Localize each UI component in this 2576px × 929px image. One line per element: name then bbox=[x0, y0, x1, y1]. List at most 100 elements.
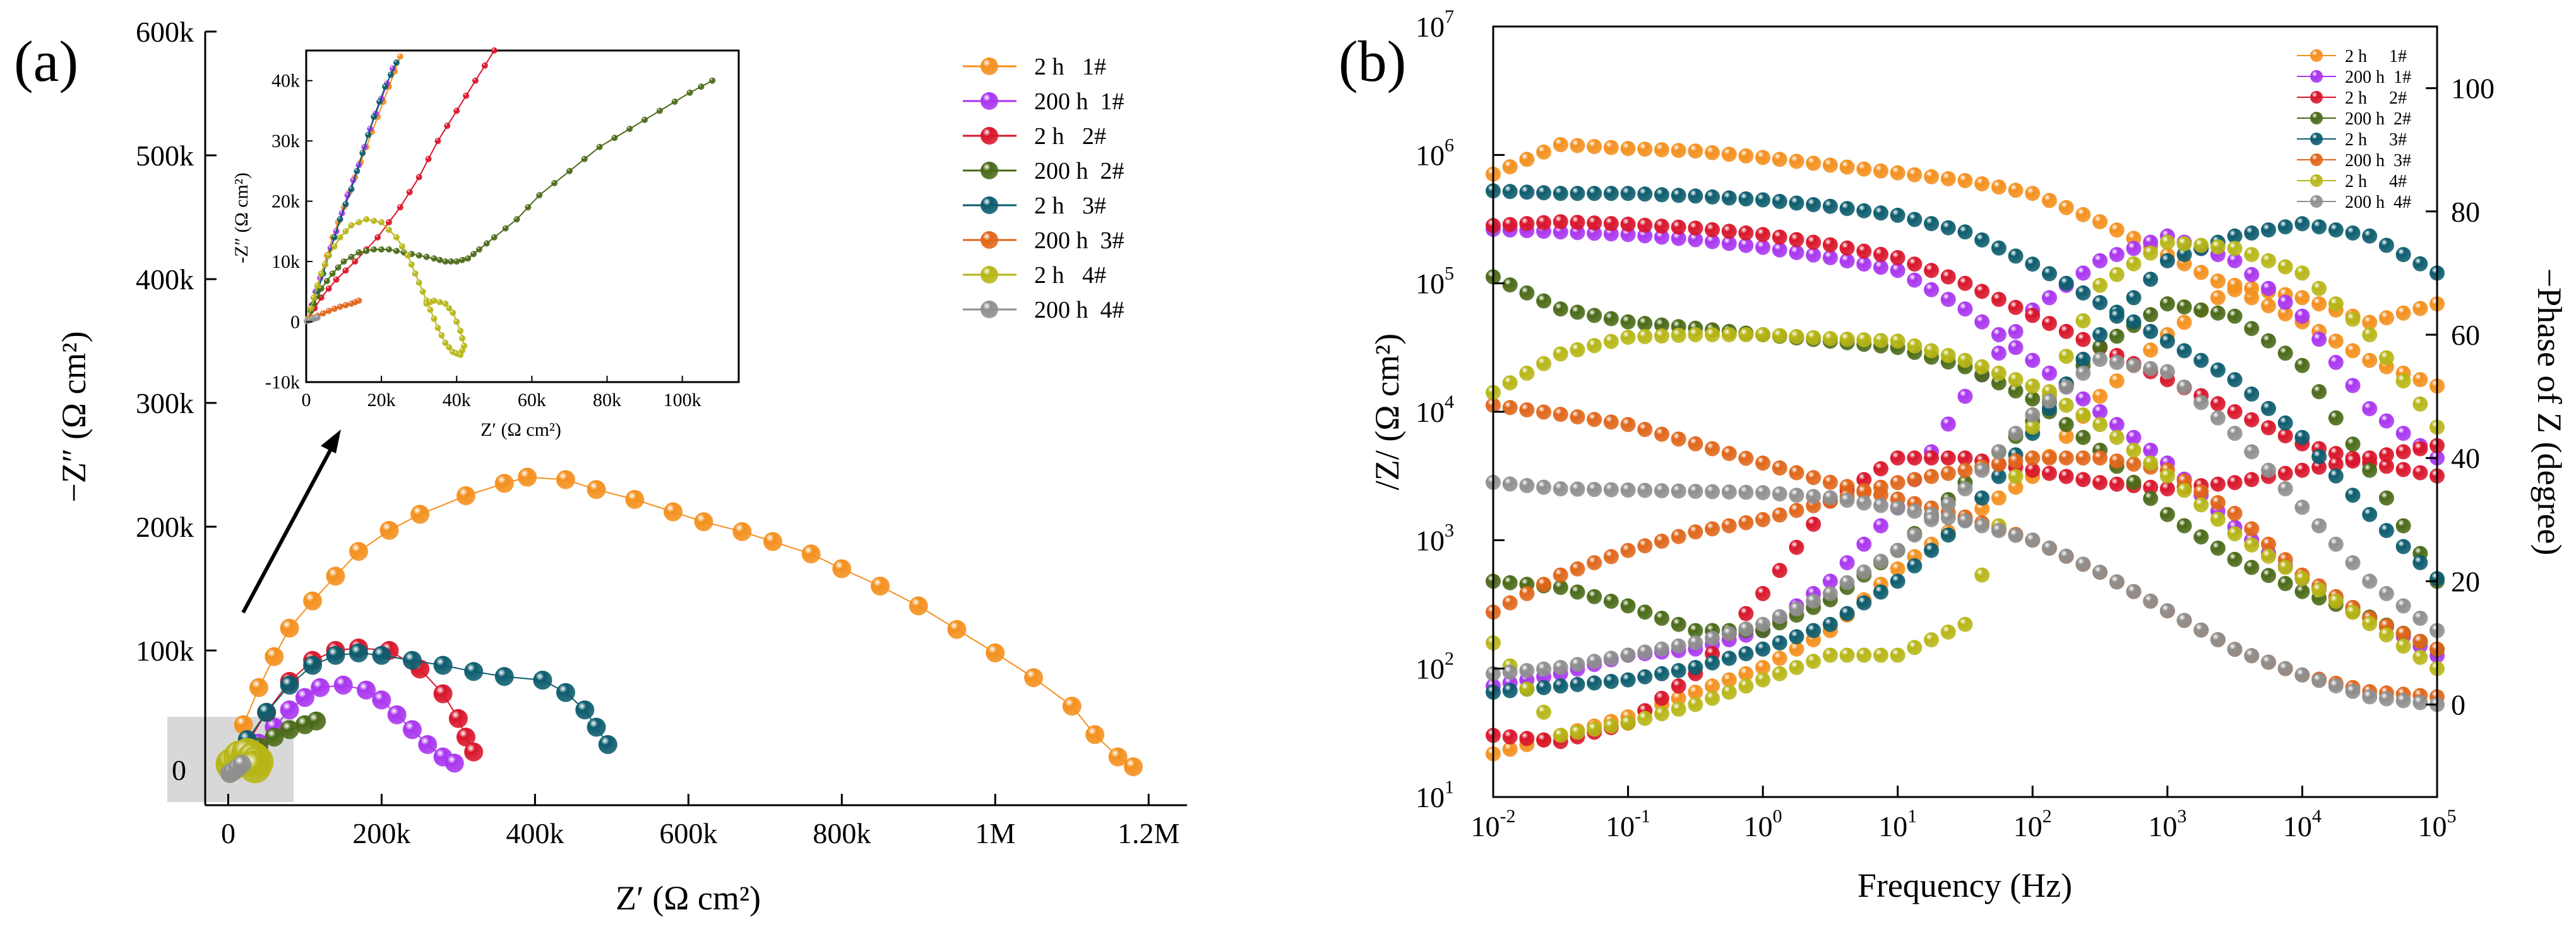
data-point bbox=[2345, 436, 2361, 452]
data-point bbox=[1789, 244, 1804, 260]
data-point bbox=[1705, 234, 1720, 249]
data-point bbox=[459, 335, 466, 342]
data-point bbox=[1755, 455, 1771, 471]
data-point bbox=[1974, 462, 1990, 478]
data-point bbox=[2210, 239, 2226, 255]
data-point bbox=[310, 294, 317, 301]
b-y-tick-label: 102 bbox=[1416, 649, 1454, 685]
a-legend-marker bbox=[981, 301, 998, 318]
data-point bbox=[2328, 222, 2344, 238]
inset-series-layer bbox=[304, 47, 716, 358]
data-point bbox=[2362, 327, 2378, 342]
data-point bbox=[2159, 296, 2175, 312]
bode-phase-series-8 bbox=[1486, 352, 2445, 681]
data-point bbox=[249, 678, 268, 697]
data-point bbox=[2277, 560, 2293, 575]
data-point bbox=[1603, 333, 1619, 349]
data-point bbox=[2362, 352, 2378, 368]
data-point bbox=[371, 246, 378, 253]
data-point bbox=[2395, 462, 2411, 477]
data-point bbox=[2311, 459, 2327, 475]
data-point bbox=[2244, 387, 2260, 402]
data-point bbox=[2193, 395, 2209, 411]
data-point bbox=[2261, 548, 2276, 564]
data-point bbox=[2058, 429, 2074, 444]
data-point bbox=[1806, 470, 1822, 486]
a-y-tick-label: 300k bbox=[136, 387, 194, 419]
inset-y-tick-label: 0 bbox=[290, 312, 300, 333]
data-point bbox=[1822, 616, 1838, 632]
a-zero-label: 0 bbox=[172, 754, 186, 786]
data-point bbox=[1570, 657, 1585, 673]
data-point bbox=[1570, 215, 1585, 231]
b-y-tick-label: 103 bbox=[1416, 520, 1454, 556]
data-point bbox=[2311, 219, 2327, 235]
data-point bbox=[1637, 669, 1653, 685]
data-point bbox=[1907, 272, 1923, 288]
data-point bbox=[397, 53, 403, 60]
data-point bbox=[2143, 491, 2159, 506]
data-point bbox=[1603, 311, 1619, 327]
data-point bbox=[2109, 417, 2125, 433]
data-point bbox=[801, 544, 821, 564]
data-point bbox=[415, 174, 422, 181]
data-point bbox=[2058, 275, 2074, 291]
data-point bbox=[2294, 462, 2310, 478]
data-point bbox=[1553, 407, 1568, 423]
data-point bbox=[2244, 225, 2260, 241]
data-point bbox=[1637, 228, 1653, 244]
data-point bbox=[357, 680, 376, 700]
data-point bbox=[2261, 333, 2276, 349]
data-point bbox=[1688, 635, 1703, 650]
inset-x-tick-label: 80k bbox=[593, 390, 621, 411]
data-point bbox=[587, 480, 606, 500]
data-point bbox=[1856, 256, 1872, 272]
data-point bbox=[1502, 741, 1518, 757]
data-point bbox=[459, 256, 466, 263]
data-point bbox=[376, 99, 383, 105]
data-point bbox=[2025, 186, 2041, 201]
b-y-tick-exp: 6 bbox=[1445, 135, 1454, 155]
data-point bbox=[2008, 453, 2024, 469]
data-point bbox=[2328, 468, 2344, 484]
data-point bbox=[2210, 495, 2226, 510]
data-point bbox=[1772, 328, 1787, 344]
b-ticks: 10-2 10-1 100 101 102 103 104 10510110210310410… bbox=[1416, 6, 2495, 842]
data-point bbox=[1637, 186, 1653, 202]
data-point bbox=[1890, 500, 1905, 516]
data-point bbox=[1637, 217, 1653, 233]
data-point bbox=[2378, 447, 2394, 463]
data-point bbox=[1957, 616, 1973, 632]
a-legend-label: 200 h 4# bbox=[1034, 297, 1124, 323]
data-point bbox=[1502, 683, 1518, 698]
data-point bbox=[2159, 234, 2175, 250]
data-point bbox=[2244, 267, 2260, 282]
data-point bbox=[1772, 486, 1787, 502]
data-point bbox=[1536, 661, 1552, 677]
data-point bbox=[352, 258, 359, 265]
data-point bbox=[1721, 518, 1737, 534]
data-point bbox=[2210, 476, 2226, 492]
b-y-tick-exp: 7 bbox=[1445, 6, 1454, 27]
data-point bbox=[598, 735, 617, 754]
data-point bbox=[2075, 285, 2091, 301]
data-point bbox=[1856, 564, 1872, 580]
data-point bbox=[1620, 672, 1636, 688]
b-y-tick-label: 105 bbox=[1416, 263, 1454, 300]
b-x-tick-base: 10 bbox=[1744, 810, 1773, 842]
b-legend-label: 200 h 2# bbox=[2345, 109, 2411, 129]
data-point bbox=[1806, 594, 1822, 609]
data-point bbox=[2227, 551, 2243, 567]
data-point bbox=[2025, 532, 2041, 548]
data-point bbox=[575, 700, 595, 720]
data-point bbox=[1907, 338, 1923, 354]
data-point bbox=[1671, 143, 1686, 159]
data-point bbox=[2176, 343, 2192, 359]
data-point bbox=[2210, 512, 2226, 527]
data-point bbox=[1940, 348, 1956, 363]
data-point bbox=[1603, 650, 1619, 666]
b-x-tick-label: 100 bbox=[1744, 806, 1782, 842]
data-point bbox=[1570, 481, 1585, 497]
data-point bbox=[2412, 633, 2428, 649]
data-point bbox=[1907, 503, 1923, 519]
